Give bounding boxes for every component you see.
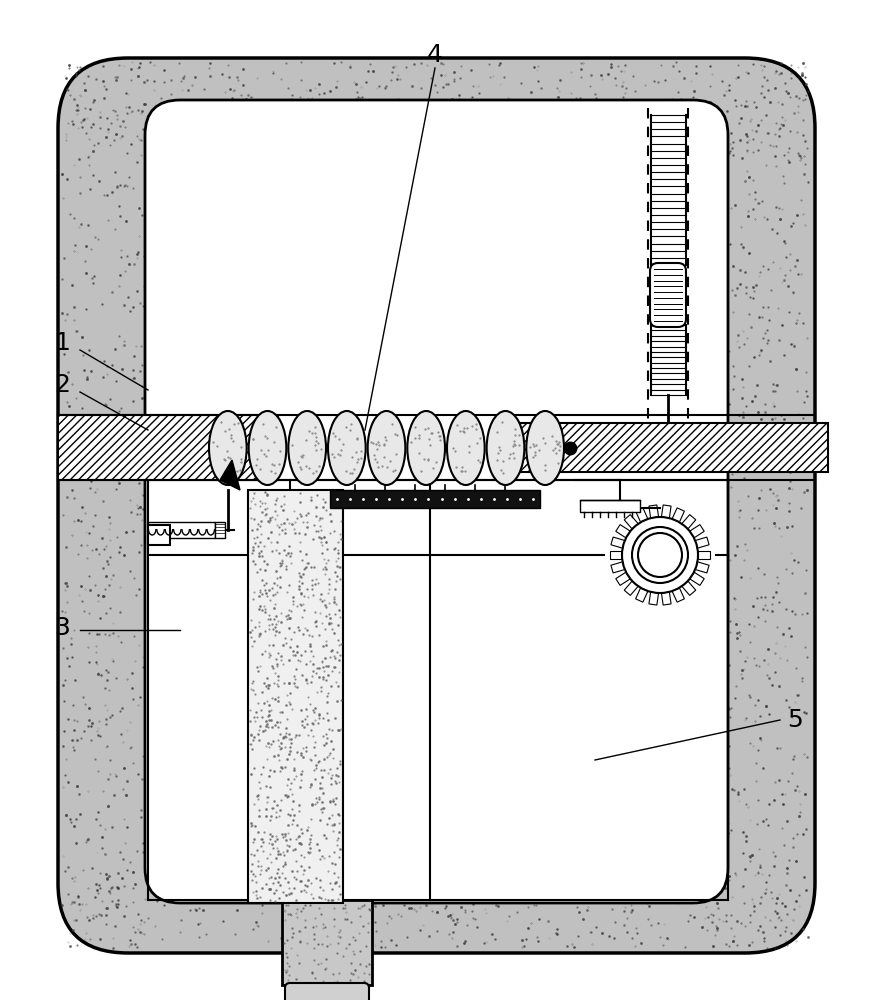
Ellipse shape: [526, 411, 564, 485]
Bar: [248, 490, 343, 903]
Polygon shape: [615, 572, 630, 585]
Bar: [520, 423, 828, 472]
Polygon shape: [695, 562, 709, 573]
Circle shape: [622, 517, 698, 593]
Polygon shape: [672, 588, 684, 602]
Bar: [148, 522, 215, 538]
Polygon shape: [690, 525, 705, 538]
Polygon shape: [636, 588, 648, 602]
Polygon shape: [690, 572, 705, 585]
Polygon shape: [649, 592, 658, 605]
Circle shape: [632, 527, 688, 583]
Polygon shape: [662, 592, 671, 605]
Bar: [148, 525, 170, 545]
Polygon shape: [649, 505, 658, 518]
Ellipse shape: [408, 411, 445, 485]
Ellipse shape: [209, 411, 247, 485]
Text: 3: 3: [54, 616, 70, 640]
FancyBboxPatch shape: [58, 58, 815, 953]
Polygon shape: [611, 562, 625, 573]
Bar: [215, 522, 225, 538]
FancyBboxPatch shape: [650, 263, 686, 327]
Polygon shape: [615, 525, 630, 538]
Circle shape: [605, 500, 715, 610]
Bar: [58, 415, 278, 480]
Polygon shape: [611, 537, 625, 548]
Ellipse shape: [447, 411, 485, 485]
FancyBboxPatch shape: [145, 100, 728, 903]
Polygon shape: [682, 581, 696, 595]
Ellipse shape: [249, 411, 286, 485]
Text: 5: 5: [787, 708, 803, 732]
Bar: [282, 900, 372, 985]
Text: 1: 1: [54, 331, 70, 355]
Circle shape: [638, 533, 682, 577]
Polygon shape: [662, 505, 671, 518]
Polygon shape: [672, 508, 684, 522]
Ellipse shape: [328, 411, 366, 485]
Ellipse shape: [486, 411, 525, 485]
Polygon shape: [624, 515, 638, 529]
Ellipse shape: [288, 411, 326, 485]
Text: 4: 4: [427, 43, 443, 67]
Text: 2: 2: [54, 373, 70, 397]
FancyBboxPatch shape: [285, 983, 369, 1000]
Polygon shape: [220, 460, 240, 490]
Polygon shape: [610, 551, 622, 559]
Ellipse shape: [368, 411, 405, 485]
Polygon shape: [636, 508, 648, 522]
Polygon shape: [698, 551, 710, 559]
Bar: [580, 500, 640, 512]
Polygon shape: [695, 537, 709, 548]
Polygon shape: [624, 581, 638, 595]
Bar: [330, 490, 540, 508]
Polygon shape: [682, 515, 696, 529]
